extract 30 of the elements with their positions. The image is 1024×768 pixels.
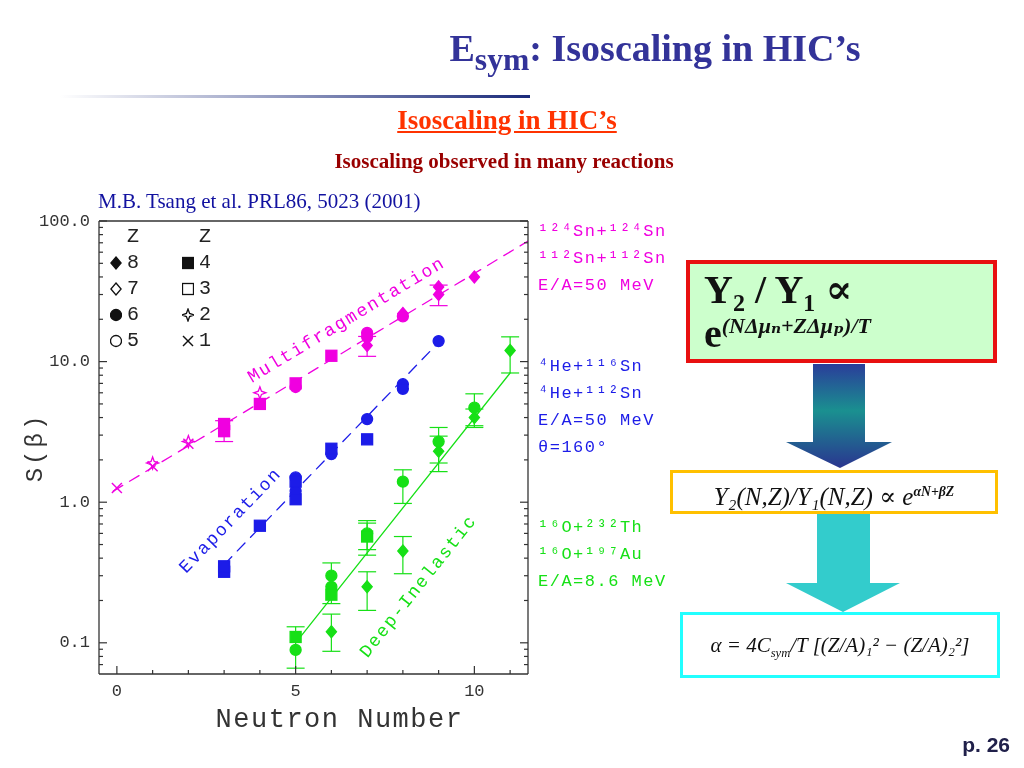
text: ¹⁶O+²³²Th ¹⁶O+¹⁹⁷Au E/A=8.6 MeV [538,517,667,593]
annotation: 6 [127,302,140,328]
text: α = 4C$_{sym}$/T [(Z/A)₁² − (Z/A)₂²] [680,612,1000,678]
x-axis-title: Neutron Number [215,705,464,735]
annotation: 2 [199,302,212,328]
text: Y₂ / Y₁ ∝ e$^{(NΔμₙ+ZΔμₚ)/T}$ [686,260,997,363]
x-tick-label: 0 [111,681,122,701]
text: M.B. Tsang et al. PRL86, 5023 (2001) [98,189,422,214]
annotation: 3 [199,276,212,302]
y-tick-label: 100.0 [38,211,90,231]
annotation: 1 [199,328,212,354]
chart-subtitle: Isoscaling in HIC’s [396,105,618,136]
text: E$_{sym}$: Isoscaling in HIC’s [448,26,862,78]
annotation: 4 [199,250,212,276]
annotation: Z [127,224,140,250]
annotation: 8 [127,250,140,276]
series-label: ¹²⁴Sn+¹²⁴Sn ¹¹²Sn+¹¹²Sn E/A=50 MeV [538,221,667,297]
annotation: 7 [127,276,140,302]
y-tick-label: 0.1 [59,633,90,653]
annotation: Z [199,224,212,250]
text: Isoscaling observed in many reactions [333,149,675,174]
y-axis-title: S(β) [21,412,49,483]
y-tick-label: 1.0 [59,492,90,512]
y-tick-label: 10.0 [49,352,90,372]
x-tick-label: 10 [464,681,485,701]
text: p. 26 [961,733,1010,757]
annotation: 5 [127,328,140,354]
x-tick-label: 5 [290,681,301,701]
text: Y₂(N,Z)/Y₁(N,Z) ∝ e$^{αN+βZ}$ [670,470,998,514]
text: ⁴He+¹¹⁶Sn ⁴He+¹¹²Sn E/A=50 MeV θ=160° [538,355,657,459]
